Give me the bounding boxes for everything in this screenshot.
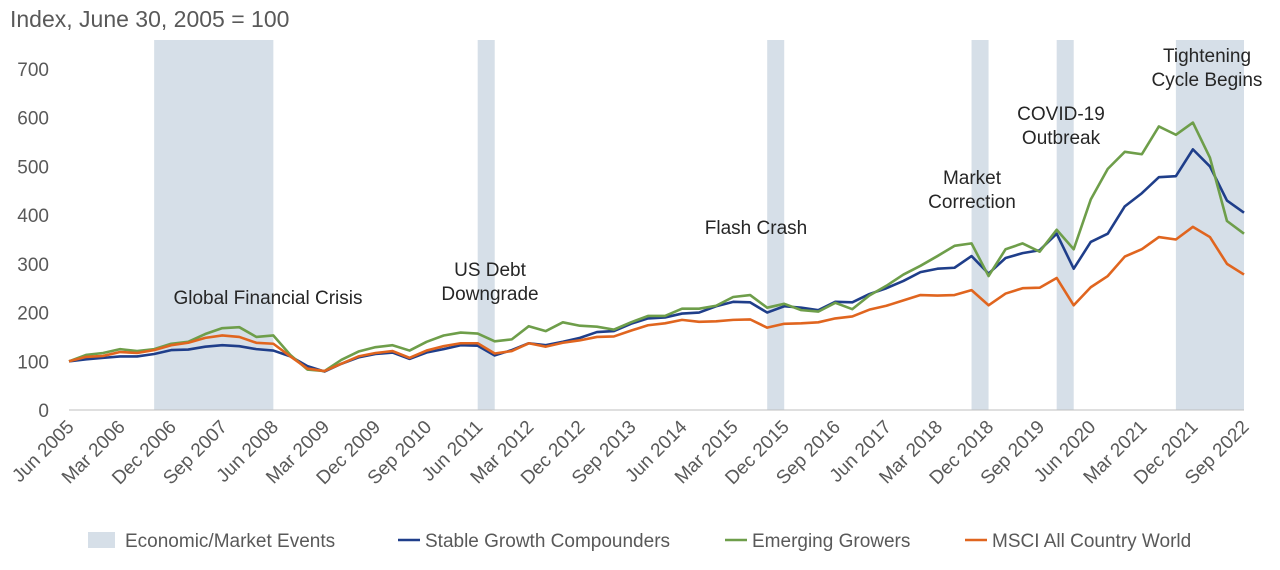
event-label-market-correction: Market Correction — [928, 168, 1016, 213]
y-tick-label: 400 — [17, 206, 49, 227]
legend-label-emerging-growers: Emerging Growers — [752, 531, 910, 552]
event-label-flash-crash: Flash Crash — [705, 218, 807, 239]
y-tick-label: 200 — [17, 304, 49, 325]
event-label-tightening-cycle-begins: Tightening Cycle Begins — [1152, 46, 1263, 91]
y-tick-label: 0 — [38, 401, 49, 422]
y-tick-label: 600 — [17, 109, 49, 130]
event-band-flash-crash — [767, 40, 785, 410]
y-axis: 0 100 200 300 400 500 600 700 — [17, 60, 49, 422]
legend-label-events: Economic/Market Events — [125, 531, 335, 552]
event-label-covid-19-outbreak: COVID-19 Outbreak — [1017, 104, 1105, 149]
legend-label-stable-growth-compounders: Stable Growth Compounders — [425, 531, 670, 552]
chart-title: Index, June 30, 2005 = 100 — [10, 6, 289, 32]
series-line-msci-all-country-world — [68, 225, 1245, 373]
series-lines — [68, 121, 1245, 373]
event-band-market-correction — [971, 40, 989, 410]
event-annotations: Global Financial Crisis US Debt Downgrade F… — [173, 46, 1262, 309]
y-tick-label: 700 — [17, 60, 49, 81]
legend: Economic/Market Events Stable Growth Comp… — [88, 531, 1191, 552]
legend-label-msci-all-country-world: MSCI All Country World — [992, 531, 1191, 552]
event-band-us-debt-downgrade — [477, 40, 495, 410]
y-tick-label: 500 — [17, 157, 49, 178]
y-tick-label: 100 — [17, 352, 49, 373]
series-line-emerging-growers — [68, 121, 1245, 373]
event-label-us-debt-downgrade: US Debt Downgrade — [441, 260, 538, 305]
event-band-global-financial-crisis — [154, 40, 274, 410]
event-bands — [154, 40, 1244, 410]
event-band-covid-19-outbreak — [1056, 40, 1074, 410]
y-tick-label: 300 — [17, 255, 49, 276]
legend-swatch-events — [88, 532, 115, 548]
event-label-global-financial-crisis: Global Financial Crisis — [173, 288, 362, 309]
